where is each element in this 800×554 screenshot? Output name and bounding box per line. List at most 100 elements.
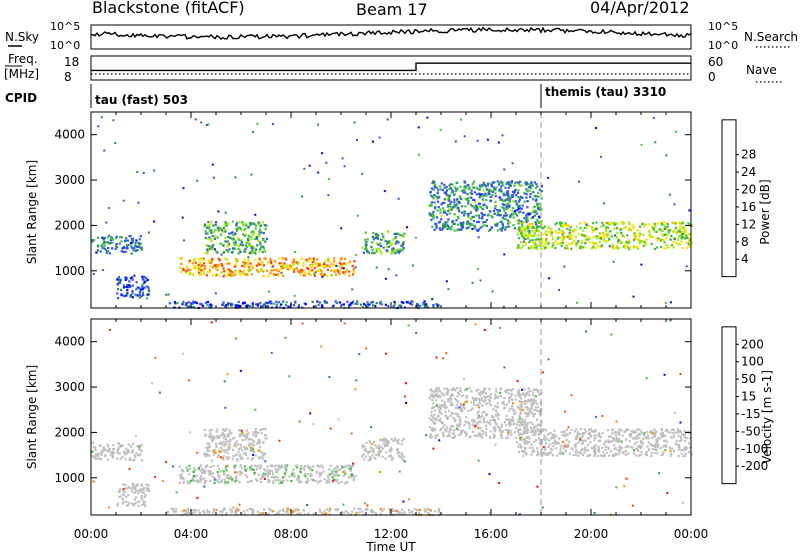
echo-cell xyxy=(329,507,332,510)
echo-cell xyxy=(685,234,688,237)
echo-cell xyxy=(537,195,540,198)
echo-cell xyxy=(518,443,521,446)
echo-cell xyxy=(147,290,151,293)
echo-cell xyxy=(434,417,437,420)
echo-cell xyxy=(506,436,509,439)
echo-cell xyxy=(120,250,123,253)
echo-cell xyxy=(370,510,373,514)
echo-cell xyxy=(536,237,539,240)
echo-cell xyxy=(479,394,482,397)
echo-cell xyxy=(483,183,486,187)
echo-cell xyxy=(496,402,499,405)
echo-cell xyxy=(456,391,459,394)
echo-cell xyxy=(240,228,243,231)
echo-cell xyxy=(250,479,253,483)
echo-cell xyxy=(564,410,567,413)
echo-cell xyxy=(519,412,522,415)
echo-cell xyxy=(308,164,311,167)
echo-cell xyxy=(533,440,536,443)
echo-cell xyxy=(639,225,642,228)
echo-cell xyxy=(457,223,460,226)
echo-cell xyxy=(334,470,338,473)
echo-cell xyxy=(189,268,192,272)
echo-cell xyxy=(372,238,375,241)
echo-cell xyxy=(628,227,631,230)
echo-cell xyxy=(489,396,492,399)
echo-cell xyxy=(465,198,469,201)
echo-cell xyxy=(680,448,683,452)
echo-cell xyxy=(252,443,255,446)
echo-cell xyxy=(198,468,201,471)
echo-cell xyxy=(209,223,212,226)
echo-cell xyxy=(364,508,367,511)
echo-cell xyxy=(364,246,368,249)
echo-cell xyxy=(254,433,258,436)
velocity-ylabel: Slant Range [km] xyxy=(25,365,39,469)
echo-cell xyxy=(497,229,500,232)
echo-cell xyxy=(125,245,129,249)
echo-cell xyxy=(555,435,558,438)
echo-cell xyxy=(147,484,150,487)
echo-cell xyxy=(559,222,562,225)
echo-cell xyxy=(311,468,314,472)
echo-cell xyxy=(537,405,540,409)
echo-cell xyxy=(478,217,481,220)
echo-cell xyxy=(513,412,516,415)
echo-cell xyxy=(116,504,119,507)
echo-cell xyxy=(488,436,491,440)
echo-cell xyxy=(257,239,260,242)
echo-cell xyxy=(331,265,334,268)
echo-cell xyxy=(364,455,367,458)
echo-cell xyxy=(473,224,476,227)
echo-cell xyxy=(389,454,392,457)
echo-cell xyxy=(633,232,636,235)
echo-cell xyxy=(168,302,171,305)
echo-cell xyxy=(576,433,579,436)
echo-cell xyxy=(465,186,468,189)
echo-cell xyxy=(490,185,493,188)
echo-cell xyxy=(502,400,505,404)
echo-cell xyxy=(493,397,496,400)
echo-cell xyxy=(225,443,228,446)
echo-cell xyxy=(550,228,553,231)
echo-cell xyxy=(181,216,184,219)
echo-cell xyxy=(611,454,615,457)
echo-cell xyxy=(214,267,217,270)
echo-cell xyxy=(211,274,214,277)
echo-cell xyxy=(240,241,243,244)
echo-cell xyxy=(570,447,573,450)
echo-cell xyxy=(485,218,489,221)
echo-cell xyxy=(386,230,389,233)
echo-cell xyxy=(616,448,619,451)
echo-cell xyxy=(684,440,687,443)
echo-cell xyxy=(549,431,552,435)
time-tick-label: 00:00 xyxy=(674,527,709,541)
echo-cell xyxy=(579,450,582,453)
echo-cell xyxy=(608,245,611,248)
echo-cell xyxy=(475,205,478,208)
echo-cell xyxy=(517,195,520,199)
echo-cell xyxy=(609,435,612,438)
echo-cell xyxy=(443,387,446,390)
echo-cell xyxy=(248,468,251,471)
echo-cell xyxy=(261,305,264,308)
echo-cell xyxy=(111,238,115,241)
echo-cell xyxy=(103,149,106,152)
echo-cell xyxy=(530,217,533,220)
echo-cell xyxy=(99,250,102,253)
echo-cell xyxy=(680,439,683,442)
echo-cell xyxy=(211,440,214,443)
echo-cell xyxy=(488,388,491,391)
echo-cell xyxy=(530,234,533,237)
echo-cell xyxy=(535,418,538,421)
echo-cell xyxy=(141,498,144,501)
echo-cell xyxy=(116,449,119,452)
echo-cell xyxy=(599,232,602,235)
echo-cell xyxy=(472,420,476,423)
echo-cell xyxy=(559,450,562,453)
echo-cell xyxy=(461,408,464,411)
echo-cell xyxy=(537,191,540,194)
echo-cell xyxy=(245,448,248,451)
echo-cell xyxy=(179,257,182,260)
